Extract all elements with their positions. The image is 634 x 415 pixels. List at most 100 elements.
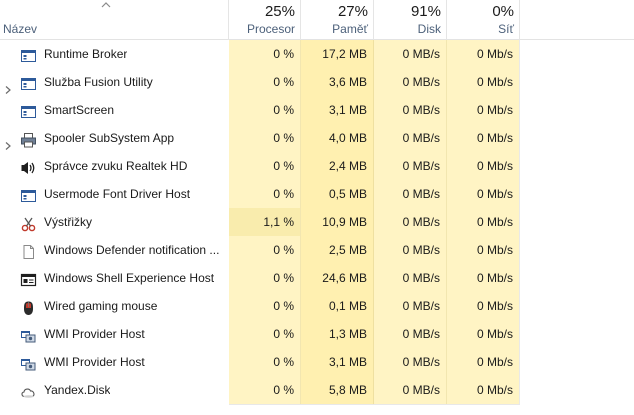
document-icon (20, 242, 37, 259)
column-header-cpu[interactable]: 25% Procesor (229, 0, 301, 40)
network-usage-cell: 0 Mb/s (447, 40, 520, 68)
process-name: Správce zvuku Realtek HD (44, 159, 188, 173)
process-name: Windows Shell Experience Host (44, 271, 215, 285)
table-row[interactable]: Služba Fusion Utility 0 % 3,6 MB 0 MB/s 0 Mb… (0, 68, 634, 96)
disk-usage-cell: 0 MB/s (374, 208, 447, 236)
table-row[interactable]: Yandex.Disk 0 % 5,8 MB 0 MB/s 0 Mb/s (0, 376, 634, 404)
cpu-usage-cell: 0 % (229, 180, 301, 208)
table-row[interactable]: WMI Provider Host 0 % 1,3 MB 0 MB/s 0 Mb/s (0, 320, 634, 348)
column-label-network: Síť (498, 22, 514, 36)
column-label-disk: Disk (417, 22, 441, 36)
process-name-cell[interactable]: Výstřižky (0, 208, 229, 236)
process-name-cell[interactable]: Spooler SubSystem App (0, 124, 229, 152)
table-row[interactable]: Výstřižky 1,1 % 10,9 MB 0 MB/s 0 Mb/s (0, 208, 634, 236)
process-name: SmartScreen (44, 103, 115, 117)
process-name: Wired gaming mouse (44, 299, 158, 313)
cpu-usage-cell: 0 % (229, 96, 301, 124)
cpu-usage-cell: 0 % (229, 124, 301, 152)
memory-usage-cell: 3,1 MB (301, 348, 374, 376)
disk-usage-cell: 0 MB/s (374, 320, 447, 348)
sort-up-chevron-icon (101, 2, 111, 8)
process-name: Yandex.Disk (44, 383, 111, 397)
app-window-icon (20, 102, 37, 118)
table-row[interactable]: Windows Defender notification ... 0 % 2,5 … (0, 236, 634, 264)
cpu-usage-cell: 0 % (229, 68, 301, 96)
process-name-cell[interactable]: Wired gaming mouse (0, 292, 229, 320)
wmi-icon (20, 326, 37, 343)
column-header-network[interactable]: 0% Síť (447, 0, 520, 40)
network-usage-cell: 0 Mb/s (447, 264, 520, 292)
process-name: Windows Defender notification ... (44, 243, 220, 257)
process-name: Spooler SubSystem App (44, 131, 175, 145)
disk-usage-cell: 0 MB/s (374, 348, 447, 376)
app-window-icon (20, 74, 37, 90)
table-row[interactable]: Správce zvuku Realtek HD 0 % 2,4 MB 0 MB/s 0… (0, 152, 634, 180)
process-name-cell[interactable]: SmartScreen (0, 96, 229, 124)
expand-chevron-icon[interactable] (4, 77, 12, 94)
table-bottom-divider (229, 404, 520, 405)
process-name-cell[interactable]: Usermode Font Driver Host (0, 180, 229, 208)
cpu-usage-cell: 0 % (229, 292, 301, 320)
column-header-name[interactable]: Název (0, 0, 229, 40)
network-usage-cell: 0 Mb/s (447, 320, 520, 348)
process-name-cell[interactable]: Windows Shell Experience Host (0, 264, 229, 292)
memory-usage-cell: 1,3 MB (301, 320, 374, 348)
network-usage-cell: 0 Mb/s (447, 124, 520, 152)
process-name: Služba Fusion Utility (44, 75, 153, 89)
table-header: Název 25% Procesor 27% Paměť 91% Disk 0%… (0, 0, 634, 40)
network-total-percent: 0% (492, 3, 514, 20)
network-usage-cell: 0 Mb/s (447, 208, 520, 236)
table-row[interactable]: WMI Provider Host 0 % 3,1 MB 0 MB/s 0 Mb/s (0, 348, 634, 376)
table-row[interactable]: Runtime Broker 0 % 17,2 MB 0 MB/s 0 Mb/s (0, 40, 634, 68)
memory-usage-cell: 0,1 MB (301, 292, 374, 320)
memory-usage-cell: 24,6 MB (301, 264, 374, 292)
process-name-cell[interactable]: Yandex.Disk (0, 376, 229, 404)
memory-usage-cell: 5,8 MB (301, 376, 374, 404)
process-name-cell[interactable]: Služba Fusion Utility (0, 68, 229, 96)
column-header-disk[interactable]: 91% Disk (374, 0, 447, 40)
expand-chevron-icon[interactable] (4, 133, 12, 150)
process-rows: Runtime Broker 0 % 17,2 MB 0 MB/s 0 Mb/s Služ… (0, 40, 634, 404)
network-usage-cell: 0 Mb/s (447, 376, 520, 404)
process-name-cell[interactable]: Windows Defender notification ... (0, 236, 229, 264)
table-row[interactable]: SmartScreen 0 % 3,1 MB 0 MB/s 0 Mb/s (0, 96, 634, 124)
cpu-usage-cell: 0 % (229, 320, 301, 348)
memory-usage-cell: 17,2 MB (301, 40, 374, 68)
column-header-memory[interactable]: 27% Paměť (301, 0, 374, 40)
process-name-cell[interactable]: WMI Provider Host (0, 320, 229, 348)
memory-usage-cell: 3,1 MB (301, 96, 374, 124)
disk-usage-cell: 0 MB/s (374, 40, 447, 68)
table-row[interactable]: Wired gaming mouse 0 % 0,1 MB 0 MB/s 0 Mb/s (0, 292, 634, 320)
process-name: Usermode Font Driver Host (44, 187, 191, 201)
memory-usage-cell: 10,9 MB (301, 208, 374, 236)
table-row[interactable]: Spooler SubSystem App 0 % 4,0 MB 0 MB/s 0 Mb… (0, 124, 634, 152)
disk-usage-cell: 0 MB/s (374, 292, 447, 320)
process-name: Runtime Broker (44, 47, 128, 61)
wmi-icon (20, 354, 37, 371)
cpu-usage-cell: 0 % (229, 348, 301, 376)
memory-usage-cell: 2,5 MB (301, 236, 374, 264)
column-label-name: Název (3, 22, 38, 36)
shell-window-icon (20, 270, 37, 287)
scissors-icon (20, 214, 37, 232)
app-window-icon (20, 46, 37, 62)
memory-usage-cell: 2,4 MB (301, 152, 374, 180)
process-name-cell[interactable]: Runtime Broker (0, 40, 229, 68)
process-name: WMI Provider Host (44, 355, 145, 369)
cpu-usage-cell: 1,1 % (229, 208, 301, 236)
header-empty-area (520, 0, 634, 40)
printer-icon (20, 130, 37, 148)
process-name: Výstřižky (44, 215, 92, 229)
app-window-icon (20, 186, 37, 202)
column-label-memory: Paměť (332, 22, 368, 36)
process-name-cell[interactable]: Správce zvuku Realtek HD (0, 152, 229, 180)
disk-usage-cell: 0 MB/s (374, 152, 447, 180)
speaker-icon (20, 158, 37, 174)
process-name-cell[interactable]: WMI Provider Host (0, 348, 229, 376)
memory-usage-cell: 3,6 MB (301, 68, 374, 96)
network-usage-cell: 0 Mb/s (447, 180, 520, 208)
cpu-total-percent: 25% (264, 3, 295, 20)
table-row[interactable]: Usermode Font Driver Host 0 % 0,5 MB 0 MB/s… (0, 180, 634, 208)
memory-usage-cell: 4,0 MB (301, 124, 374, 152)
table-row[interactable]: Windows Shell Experience Host 0 % 24,6 MB 0… (0, 264, 634, 292)
